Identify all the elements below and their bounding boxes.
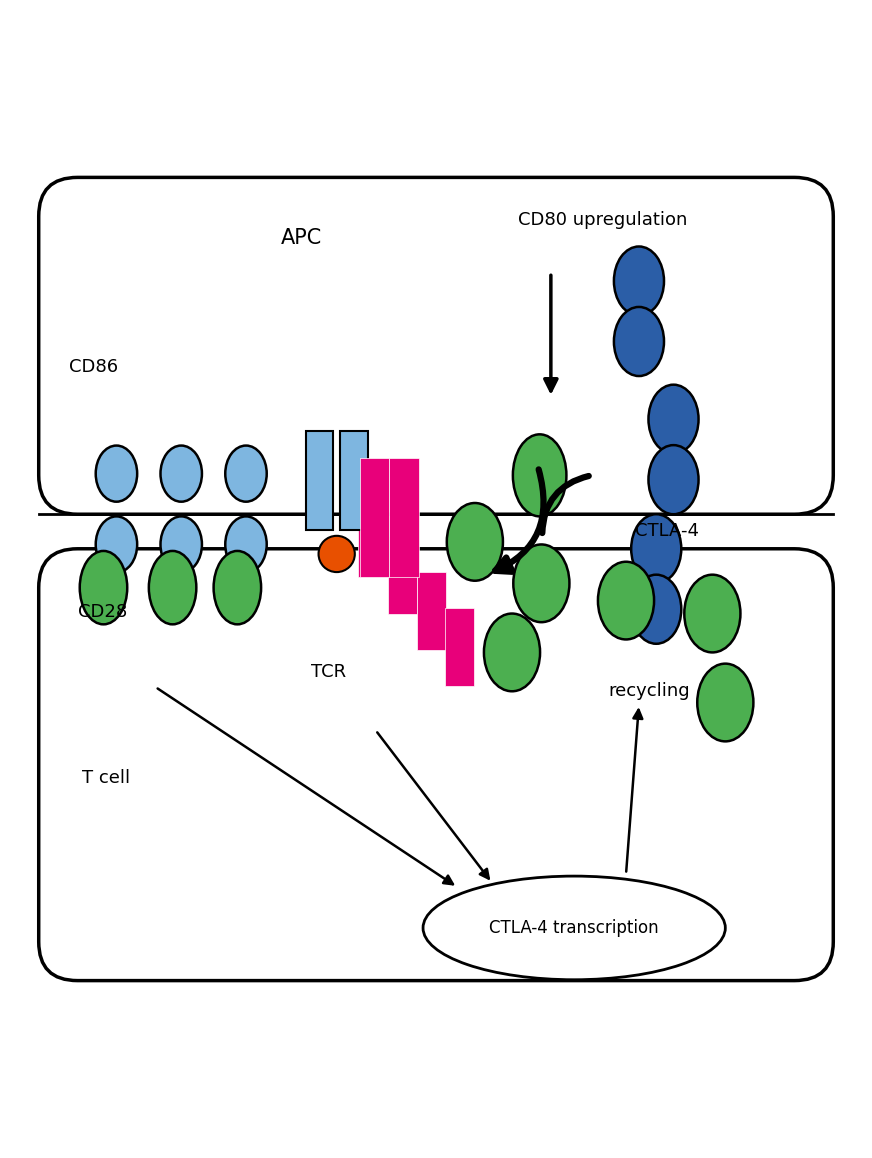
Text: CD28: CD28 <box>78 603 126 621</box>
Ellipse shape <box>96 446 137 501</box>
Text: CTLA-4: CTLA-4 <box>635 522 698 541</box>
Ellipse shape <box>214 551 261 624</box>
Ellipse shape <box>225 516 267 572</box>
Text: recycling: recycling <box>609 682 691 701</box>
Bar <box>390 459 419 578</box>
Ellipse shape <box>446 503 503 580</box>
Bar <box>388 536 417 614</box>
Ellipse shape <box>614 307 664 376</box>
Ellipse shape <box>649 384 698 454</box>
Ellipse shape <box>513 434 567 516</box>
Ellipse shape <box>160 516 202 572</box>
FancyBboxPatch shape <box>38 549 834 981</box>
Bar <box>360 459 390 578</box>
Bar <box>358 499 388 578</box>
Ellipse shape <box>514 544 569 622</box>
Text: APC: APC <box>281 228 322 248</box>
Ellipse shape <box>160 446 202 501</box>
Ellipse shape <box>149 551 196 624</box>
Ellipse shape <box>631 574 681 644</box>
Ellipse shape <box>484 614 540 691</box>
Text: CTLA-4 transcription: CTLA-4 transcription <box>489 919 659 937</box>
Ellipse shape <box>96 516 137 572</box>
Ellipse shape <box>631 514 681 584</box>
Text: CD80 upregulation: CD80 upregulation <box>518 211 687 229</box>
Ellipse shape <box>423 877 726 980</box>
Ellipse shape <box>225 446 267 501</box>
Ellipse shape <box>698 664 753 741</box>
Bar <box>445 608 474 686</box>
Ellipse shape <box>598 562 654 639</box>
Text: CD86: CD86 <box>69 359 118 376</box>
Bar <box>340 431 368 529</box>
Bar <box>417 572 446 650</box>
Text: TCR: TCR <box>310 664 346 681</box>
Ellipse shape <box>685 574 740 652</box>
Bar <box>305 431 333 529</box>
Ellipse shape <box>614 247 664 316</box>
Ellipse shape <box>79 551 127 624</box>
FancyBboxPatch shape <box>38 177 834 514</box>
Text: T cell: T cell <box>82 769 130 786</box>
Ellipse shape <box>318 536 355 572</box>
Ellipse shape <box>649 445 698 514</box>
